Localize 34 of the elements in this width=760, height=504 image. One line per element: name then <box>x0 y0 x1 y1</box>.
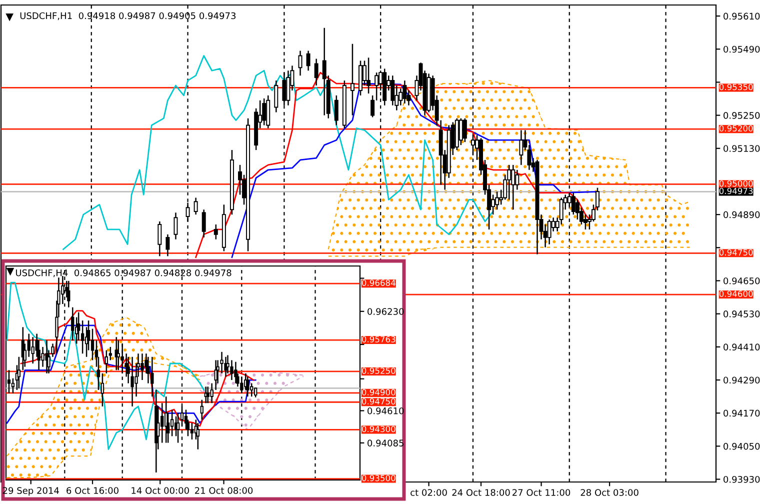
x-tick-label: 28 Oct 03:00 <box>580 489 638 496</box>
y-tick-label: 0.94170 <box>724 410 760 417</box>
ref-line-label: 0.94750 <box>362 398 396 405</box>
x-tick-label: 6 Oct 16:00 <box>66 487 118 494</box>
y-tick-label: 0.94050 <box>724 442 760 450</box>
ref-line-label: 0.96684 <box>362 280 396 286</box>
x-tick-label: 24 Oct 18:00 <box>452 489 510 496</box>
y-tick-label: 0.94290 <box>724 376 760 384</box>
ref-line-label: 0.94900 <box>362 389 396 396</box>
y-tick-label: 0.94530 <box>724 310 760 318</box>
x-tick-label: 21 Oct 08:00 <box>195 487 253 494</box>
y-tick-label: 0.95130 <box>724 145 760 152</box>
y-tick-label: 0.94890 <box>724 211 760 218</box>
y-tick-label: 0.95610 <box>724 12 760 20</box>
ref-line-label: 0.95000 <box>719 180 753 187</box>
y-tick-label: 0.94410 <box>724 344 760 350</box>
ref-line-label: 0.94600 <box>719 290 753 297</box>
ref-line-label: 0.94750 <box>719 249 753 256</box>
y-tick-label: 0.93930 <box>724 476 760 483</box>
y-tick-label: 0.95250 <box>724 112 760 119</box>
ref-line-label: 0.93500 <box>362 474 396 482</box>
ref-line-label: 0.95350 <box>719 84 753 90</box>
x-tick-label: ct 02:00 <box>410 489 447 496</box>
x-tick-label: 14 Oct 00:00 <box>132 487 189 494</box>
y-tick-label: 0.94650 <box>724 277 760 284</box>
text: USDCHF,H1 0.94918 0.94987 0.94905 0.94973 <box>20 12 236 20</box>
ref-line-label: 0.94300 <box>362 426 396 432</box>
ref-line-label: 0.94973 <box>719 188 753 194</box>
ref-line-label: 0.95250 <box>362 368 396 374</box>
ref-line-label: 0.95200 <box>719 125 753 132</box>
chart-title: USDCHF,H4 0.94865 0.94987 0.94828 0.94978 <box>16 269 232 278</box>
ref-line-label: 0.95763 <box>362 336 396 342</box>
y-tick-label: 0.95490 <box>724 46 760 53</box>
x-tick-label: 27 Oct 11:00 <box>512 489 570 496</box>
